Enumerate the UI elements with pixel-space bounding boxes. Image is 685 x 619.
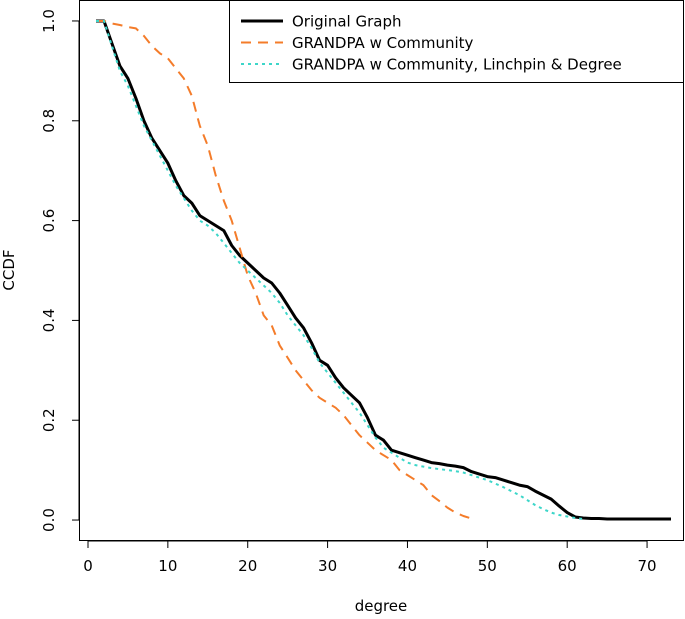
x-tick-label: 40 — [398, 557, 417, 575]
series-line-3 — [96, 20, 584, 520]
series-lines — [96, 19, 671, 521]
legend-label-2: GRANDPA w Community — [292, 34, 474, 52]
y-tick-label: 0.4 — [40, 308, 58, 332]
x-axis-label: degree — [355, 597, 408, 615]
y-tick-label: 0.2 — [40, 408, 58, 432]
y-tick-label: 1.0 — [40, 9, 58, 33]
legend-box — [229, 0, 684, 83]
y-tick-label: 0.8 — [40, 109, 58, 133]
y-tick-label: 0.6 — [40, 209, 58, 233]
y-tick-label: 0.0 — [40, 508, 58, 532]
y-axis: 0.0 0.2 0.4 0.6 0.8 1.0 — [40, 9, 80, 532]
x-tick-label: 70 — [638, 557, 657, 575]
legend: Original Graph GRANDPA w Community GRANDPA… — [229, 0, 684, 83]
legend-label-1: Original Graph — [292, 13, 401, 31]
series-line-1 — [96, 19, 671, 521]
x-axis: 0 10 20 30 40 50 60 70 — [83, 540, 657, 575]
x-tick-label: 0 — [83, 557, 93, 575]
x-tick-label: 60 — [558, 557, 577, 575]
x-tick-label: 30 — [318, 557, 337, 575]
series-line-2 — [96, 20, 472, 520]
y-axis-label: CCDF — [0, 249, 18, 290]
x-tick-label: 10 — [158, 557, 177, 575]
x-tick-label: 20 — [238, 557, 257, 575]
x-tick-label: 50 — [478, 557, 497, 575]
legend-label-3: GRANDPA w Community, Linchpin & Degree — [292, 56, 622, 74]
